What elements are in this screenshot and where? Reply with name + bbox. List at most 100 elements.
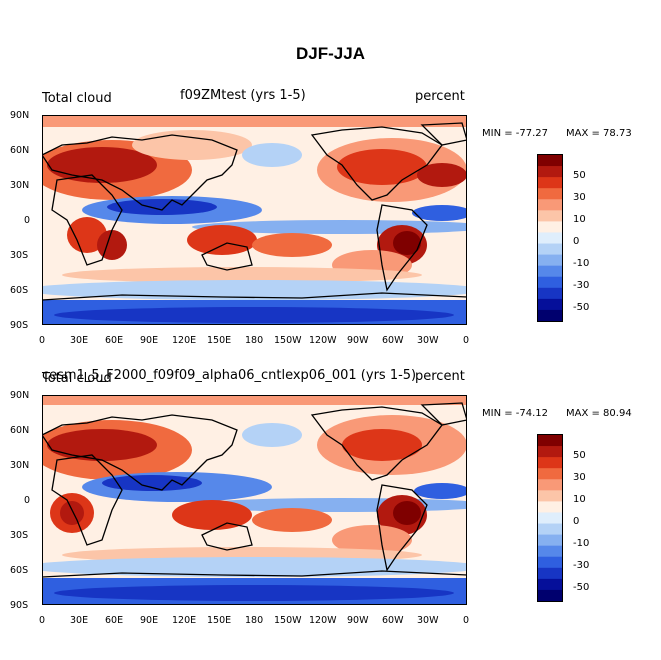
panel-1-colorbar-label: 0 [573, 236, 580, 247]
panel-1-min-value: MIN = -77.27 [482, 128, 549, 139]
colorbar-swatch [538, 254, 562, 267]
panel-2-lon-label: 120W [309, 615, 337, 626]
panel-1-lat-label: 30N [10, 180, 30, 191]
panel-1-lat-label: 90S [10, 320, 29, 331]
panel-2-lon-label: 180 [245, 615, 264, 626]
panel-1-colorbar-label: 50 [573, 170, 586, 181]
colorbar-swatch [538, 578, 562, 591]
panel-1-colorbar-label: 10 [573, 214, 586, 225]
panel-2-min-value: MIN = -74.12 [482, 408, 549, 419]
panel-1-map-frame [42, 115, 467, 325]
colorbar-swatch [538, 479, 562, 491]
colorbar-swatch [538, 534, 562, 547]
panel-1-lat-label: 30S [10, 250, 29, 261]
panel-2-lon-label: 30E [70, 615, 89, 626]
panel-2-lon-label: 30W [417, 615, 439, 626]
panel-2-lon-label: 0 [39, 615, 46, 626]
panel-2-lat-label: 60N [10, 425, 30, 436]
panel-1-lon-label: 30W [417, 335, 439, 346]
colorbar-swatch [538, 309, 562, 321]
colorbar-swatch [538, 435, 562, 447]
panel-2-colorbar-label: 10 [573, 494, 586, 505]
colorbar-swatch [538, 512, 562, 524]
panel-2-lon-label: 90E [140, 615, 159, 626]
panel-1-colorbar-label: -30 [573, 280, 590, 291]
panel-1-lat-label: 90N [10, 110, 30, 121]
colorbar-swatch [538, 556, 562, 569]
panel-2-case-label: cesm1_5_F2000_f09f09_alpha06_cntlexp06_0… [42, 368, 417, 383]
colorbar-swatch [538, 457, 562, 469]
panel-2-lon-label: 120E [172, 615, 197, 626]
panel-1-lon-label: 150E [207, 335, 232, 346]
panel-2-lon-label: 150W [274, 615, 302, 626]
panel-1-lon-label: 60E [105, 335, 124, 346]
panel-2-contour-map [42, 395, 467, 605]
panel-1-lat-label: 60N [10, 145, 30, 156]
colorbar-swatch [538, 210, 562, 222]
panel-1-lat-label: 0 [24, 215, 31, 226]
colorbar-swatch [538, 298, 562, 311]
panel-1-case-label: f09ZMtest (yrs 1-5) [180, 88, 306, 103]
panel-2-colorbar-label: -50 [573, 582, 590, 593]
panel-2-map-frame [42, 395, 467, 605]
panel-2-lat-label: 90S [10, 600, 29, 611]
panel-2-colorbar-swatches [538, 435, 562, 601]
panel-1-lon-label: 120E [172, 335, 197, 346]
colorbar-swatch [538, 545, 562, 558]
panel-2-lon-label: 60E [105, 615, 124, 626]
panel-1-lon-label: 90W [347, 335, 369, 346]
colorbar-swatch [538, 501, 562, 513]
colorbar-swatch [538, 446, 562, 458]
panel-1-colorbar-label: -50 [573, 302, 590, 313]
panel-1-colorbar-swatches [538, 155, 562, 321]
panel-2-colorbar-label: 0 [573, 516, 580, 527]
panel-2-lat-label: 30N [10, 460, 30, 471]
panel-1-max-value: MAX = 78.73 [566, 128, 632, 139]
panel-2-max-value: MAX = 80.94 [566, 408, 632, 419]
panel-2-lon-label: 150E [207, 615, 232, 626]
panel-2-lat-label: 60S [10, 565, 29, 576]
colorbar-swatch [538, 221, 562, 233]
panel-2-lat-label: 30S [10, 530, 29, 541]
panel-2-lon-label: 90W [347, 615, 369, 626]
colorbar-swatch [538, 188, 562, 200]
panel-1-lon-label: 150W [274, 335, 302, 346]
panel-2-colorbar-label: 30 [573, 472, 586, 483]
panel-1-contour-map [42, 115, 467, 325]
panel-1-units-label: percent [415, 89, 465, 104]
panel-1-lon-label: 120W [309, 335, 337, 346]
colorbar-swatch [538, 243, 562, 255]
colorbar-swatch [538, 265, 562, 278]
panel-2-lon-label: 0 [463, 615, 470, 626]
panel-1-lat-label: 60S [10, 285, 29, 296]
colorbar-swatch [538, 567, 562, 580]
panel-1-lon-label: 30E [70, 335, 89, 346]
panel-2-variable-label: Total cloud [42, 371, 112, 386]
panel-1-lon-label: 0 [39, 335, 46, 346]
panel-1-lon-label: 0 [463, 335, 470, 346]
colorbar-swatch [538, 276, 562, 289]
panel-2-colorbar-label: -10 [573, 538, 590, 549]
colorbar-swatch [538, 287, 562, 300]
panel-2-units-label: percent [415, 369, 465, 384]
panel-2-lat-label: 0 [24, 495, 31, 506]
colorbar-swatch [538, 155, 562, 167]
panel-1-colorbar [537, 154, 563, 322]
figure-title: DJF-JJA [296, 44, 365, 63]
panel-2-colorbar-label: 50 [573, 450, 586, 461]
colorbar-swatch [538, 177, 562, 189]
panel-2-colorbar [537, 434, 563, 602]
colorbar-swatch [538, 468, 562, 480]
panel-2-lon-label: 60W [382, 615, 404, 626]
panel-2-lat-label: 90N [10, 390, 30, 401]
panel-1-colorbar-label: 30 [573, 192, 586, 203]
panel-1-lon-label: 60W [382, 335, 404, 346]
colorbar-swatch [538, 523, 562, 535]
colorbar-swatch [538, 166, 562, 178]
colorbar-swatch [538, 490, 562, 502]
panel-1-variable-label: Total cloud [42, 91, 112, 106]
colorbar-swatch [538, 589, 562, 601]
panel-1-lon-label: 90E [140, 335, 159, 346]
panel-2-colorbar-label: -30 [573, 560, 590, 571]
panel-1-colorbar-label: -10 [573, 258, 590, 269]
